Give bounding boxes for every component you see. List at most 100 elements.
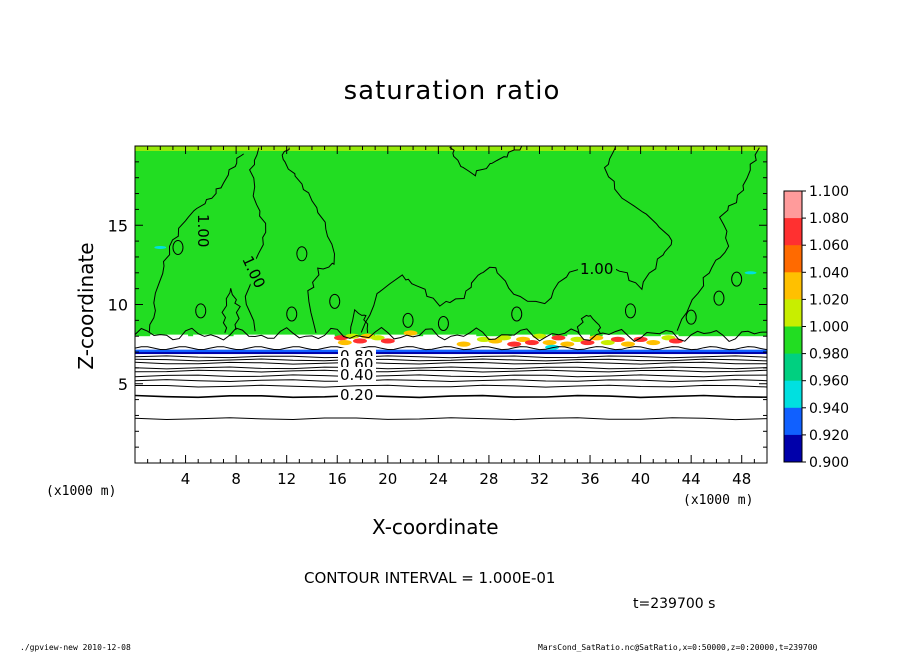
- field-saturated-region: [135, 146, 767, 337]
- field-spot: [610, 336, 625, 342]
- field-spot: [633, 336, 648, 342]
- footer-right: MarsCond_SatRatio.nc@SatRatio,x=0:50000,…: [538, 643, 818, 652]
- field-spot: [620, 341, 635, 347]
- x-tick-label: 20: [378, 470, 397, 488]
- y-axis: 5 10 15: [108, 161, 767, 448]
- contour-line: [148, 153, 244, 332]
- field-spot: [532, 333, 547, 339]
- colorbar-label: 0.900: [809, 455, 849, 471]
- field-spot: [370, 335, 385, 341]
- field-spot: [668, 338, 683, 344]
- field-spot: [456, 341, 471, 347]
- colorbar-label: 1.080: [809, 211, 849, 227]
- contour-label: 0.20: [340, 386, 373, 404]
- field-spot: [542, 339, 557, 346]
- contour-line: [135, 366, 767, 370]
- colorbar-swatch: [784, 218, 802, 246]
- contour-line: [221, 288, 241, 333]
- y-tick-label: 10: [108, 296, 128, 315]
- field-spot: [337, 339, 352, 346]
- chart-title: saturation ratio: [343, 76, 561, 106]
- contour-line: [135, 361, 767, 365]
- contour-loop: [685, 309, 697, 325]
- colorbar-label: 1.040: [809, 265, 849, 281]
- contour-line: [135, 374, 767, 378]
- heatmap-field: [135, 146, 767, 463]
- field-spot: [580, 339, 595, 346]
- contour-interval-text: CONTOUR INTERVAL = 1.000E-01: [304, 569, 556, 587]
- x-tick-label: 40: [631, 470, 650, 488]
- contour-label: 1.00: [580, 260, 613, 278]
- x-unit-label-left: (x1000 m): [46, 484, 117, 499]
- field-spot: [352, 338, 367, 344]
- contour-loop: [437, 316, 449, 332]
- x-tick-label: 32: [530, 470, 549, 488]
- contour-loop: [624, 303, 636, 319]
- contour-loop: [511, 306, 523, 322]
- field-spot: [516, 336, 531, 342]
- x-unit-label-right: (x1000 m): [683, 493, 754, 508]
- colorbar-label: 0.920: [809, 428, 849, 444]
- y-tick-label: 15: [108, 216, 128, 235]
- field-spot: [646, 339, 661, 346]
- colorbar-swatch: [784, 380, 802, 409]
- contour-line: [135, 358, 767, 362]
- field-cloud-patch: [233, 334, 335, 349]
- colorbar-swatch: [784, 326, 802, 355]
- colorbar-swatch: [784, 272, 802, 300]
- x-tick-label: 8: [231, 470, 241, 488]
- contour-lines: [135, 146, 767, 421]
- colorbar-swatch: [784, 353, 802, 382]
- x-axis-label: X-coordinate: [372, 515, 499, 539]
- colorbar-label: 1.060: [809, 238, 849, 254]
- colorbar-label: 0.960: [809, 374, 849, 390]
- field-spot: [744, 271, 757, 275]
- x-tick-label: 16: [328, 470, 347, 488]
- x-axis: 4 8 12 16 20 24 28 32 36 40 44 48: [147, 146, 755, 488]
- x-tick-label: 12: [277, 470, 296, 488]
- contour-loop: [713, 290, 725, 306]
- colorbar-swatch: [784, 407, 802, 436]
- contour-line: [135, 326, 767, 343]
- contour-line: [281, 147, 336, 334]
- field-spot: [524, 339, 539, 346]
- contour-loop: [286, 306, 298, 322]
- contour-line: [449, 146, 523, 177]
- colorbar-swatch: [784, 191, 802, 219]
- field-spot: [497, 335, 512, 341]
- colorbar-label: 0.980: [809, 347, 849, 363]
- x-tick-label: 44: [682, 470, 701, 488]
- contour-label: 1.00: [194, 214, 212, 247]
- colorbar-label: 1.100: [809, 184, 849, 200]
- colorbar: 1.100 1.080 1.060 1.040 1.020 1.000 0.980 0.960…: [783, 184, 849, 471]
- contour-line: [135, 384, 767, 388]
- contour-line: [350, 308, 369, 334]
- field-spot: [589, 335, 604, 341]
- contour-line: [576, 314, 602, 334]
- field-spot: [380, 338, 395, 344]
- contour-line: [135, 346, 767, 351]
- contour-line: [135, 394, 767, 399]
- field-spot: [600, 339, 615, 346]
- field-cloud-patch: [375, 334, 420, 349]
- field-spot: [507, 341, 522, 347]
- colorbar-label: 1.020: [809, 292, 849, 308]
- field-cloud-patch: [150, 334, 189, 349]
- field-boundary-navy: [135, 352, 767, 355]
- field-spot: [551, 335, 566, 341]
- colorbar-swatch: [784, 434, 802, 463]
- contour-loop: [402, 312, 414, 328]
- colorbar-label: 1.000: [809, 320, 849, 336]
- contour-line: [135, 369, 767, 373]
- field-spot: [570, 336, 585, 342]
- contour-loop: [172, 239, 184, 255]
- contour-line: [244, 147, 267, 332]
- y-axis-label: Z-coordinate: [74, 242, 98, 370]
- colorbar-swatch: [784, 299, 802, 327]
- contour-loop: [195, 303, 207, 319]
- x-tick-label: 24: [429, 470, 448, 488]
- contour-loop: [731, 271, 743, 287]
- y-tick-label: 5: [118, 375, 128, 394]
- colorbar-label: 0.940: [809, 401, 849, 417]
- x-tick-label: 28: [479, 470, 498, 488]
